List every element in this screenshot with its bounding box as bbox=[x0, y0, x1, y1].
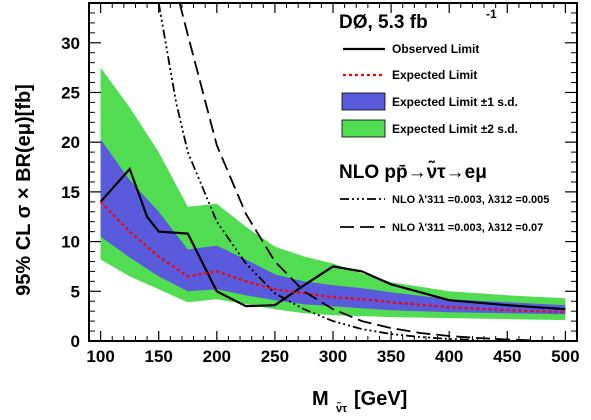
x-tick-label: 200 bbox=[203, 347, 231, 366]
legend: Observed Limit Expected Limit Expected Lim… bbox=[341, 42, 518, 138]
legend-label-nlo_1: NLO λ'311 =0.003, λ312 =0.005 bbox=[392, 194, 549, 206]
legend-swatch-band_2sigma bbox=[341, 119, 386, 138]
x-tick-label: 500 bbox=[551, 347, 579, 366]
x-tick-label: 100 bbox=[86, 347, 114, 366]
lines-layer bbox=[99, 3, 566, 341]
observed-line bbox=[99, 166, 566, 311]
nlo-dashdot-line bbox=[157, 3, 479, 341]
x-tick-label: 400 bbox=[435, 347, 463, 366]
tick-labels-layer: 100 150 200 250 300 350 400 450 500 0 5 10 15 20 25 30 bbox=[61, 34, 579, 366]
legend-label-band_1sigma: Expected Limit ±1 s.d. bbox=[392, 95, 518, 109]
legend-label-band_2sigma: Expected Limit ±2 s.d. bbox=[392, 122, 518, 136]
y-axis-title: 95% CL σ × BR(eμ)[fb] bbox=[13, 84, 35, 296]
experiment-label-superscript: -1 bbox=[486, 7, 497, 21]
y-tick-label: 25 bbox=[61, 83, 80, 102]
y-tick-label: 20 bbox=[61, 133, 80, 152]
experiment-label: DØ, 5.3 fb -1 bbox=[339, 7, 497, 33]
legend-label-observed: Observed Limit bbox=[392, 42, 479, 56]
x-tick-label: 350 bbox=[377, 347, 405, 366]
x-axis-title: M ν̃τ [GeV] bbox=[312, 388, 407, 415]
x-axis-title-main: M bbox=[312, 388, 329, 410]
x-tick-label: 450 bbox=[493, 347, 521, 366]
theory-legend: NLO λ'311 =0.003, λ312 =0.005 NLO λ'311 =… bbox=[340, 194, 549, 234]
x-tick-label: 300 bbox=[319, 347, 347, 366]
legend-label-nlo_2: NLO λ'311 =0.003, λ312 =0.07 bbox=[392, 222, 543, 234]
x-tick-label: 250 bbox=[261, 347, 289, 366]
nlo-longdash-line bbox=[178, 3, 537, 341]
x-tick-label: 150 bbox=[145, 347, 173, 366]
experiment-label-text: DØ, 5.3 fb bbox=[339, 12, 428, 33]
process-label: NLO pp̄→ν̃τ→eμ bbox=[339, 160, 487, 183]
ticks-layer bbox=[89, 3, 577, 342]
y-tick-label: 30 bbox=[61, 34, 80, 53]
y-tick-label: 15 bbox=[61, 183, 80, 202]
expected-line bbox=[99, 201, 566, 314]
legend-label-expected: Expected Limit bbox=[392, 68, 477, 82]
svg-text:M: M bbox=[312, 388, 329, 410]
x-axis-title-subscript: ν̃τ bbox=[336, 402, 347, 415]
y-tick-label: 10 bbox=[61, 233, 80, 252]
legend-swatch-band_1sigma bbox=[341, 92, 386, 111]
x-axis-title-unit: [GeV] bbox=[354, 388, 407, 410]
y-tick-label: 5 bbox=[71, 282, 80, 301]
y-tick-label: 0 bbox=[71, 332, 80, 351]
